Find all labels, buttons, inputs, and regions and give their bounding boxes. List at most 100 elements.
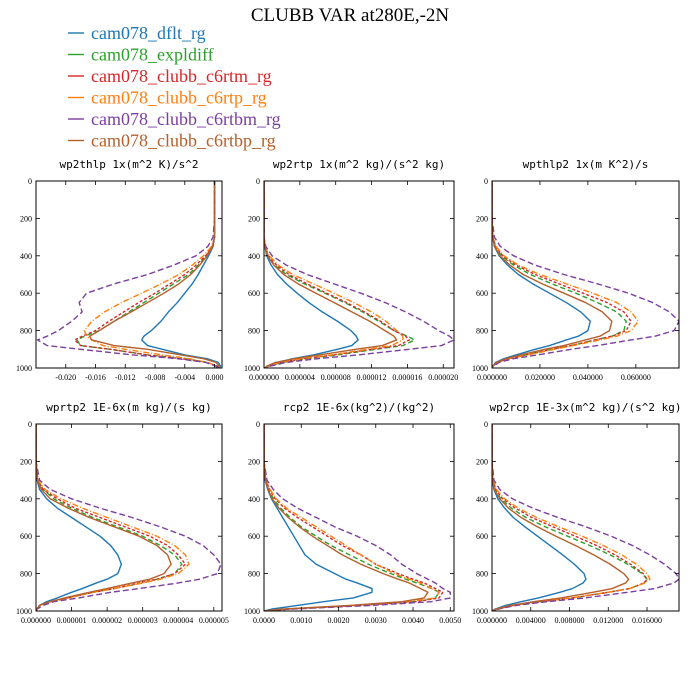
panel-3: wprtp2 1E-6x(m kg)/(s kg) 0 200 400 600 800 10…	[16, 401, 229, 625]
x-tick-label-1-1: 0.000004	[285, 373, 315, 382]
series-line-0-4	[36, 181, 218, 368]
x-tick-label-5-2: 0.008000	[555, 616, 585, 625]
y-tick-label-3-1: 200	[20, 457, 32, 466]
x-tick-label-0-2: -0.012	[115, 373, 136, 382]
y-tick-label-1-2: 400	[248, 252, 260, 261]
series-line-4-4	[264, 424, 451, 611]
y-tick-label-0-5: 1000	[16, 364, 32, 373]
series-group-3	[36, 424, 222, 611]
series-line-2-3	[492, 181, 639, 368]
x-tick-label-2-1: 0.020000	[525, 373, 555, 382]
y-tick-label-0-2: 400	[20, 252, 32, 261]
panel-frame-0	[35, 180, 223, 369]
panels: wp2thlp 1x(m^2 K)/s^2 0 200 400 600 800 1000 -0…	[16, 158, 682, 625]
x-tick-label-3-1: 0.000001	[57, 616, 87, 625]
panel-frame-2	[491, 180, 680, 369]
x-tick-label-4-4: 0.0040	[402, 616, 424, 625]
x-tick-label-1-5: 0.000020	[428, 373, 458, 382]
y-tick-label-2-3: 600	[476, 289, 488, 298]
figure-title: CLUBB VAR at280E,-2N	[251, 5, 450, 26]
y-tick-label-4-5: 1000	[244, 607, 260, 616]
y-tick-label-2-4: 800	[476, 327, 488, 336]
series-line-4-3	[264, 424, 440, 611]
legend-label-4: cam078_clubb_c6rtbm_rg	[91, 109, 281, 129]
y-tick-label-2-1: 200	[476, 214, 488, 223]
y-tick-label-0-4: 800	[20, 327, 32, 336]
panel-title-1: wp2rtp 1x(m^2 kg)/(s^2 kg)	[273, 158, 445, 171]
x-tick-label-4-5: 0.0050	[439, 616, 461, 625]
series-line-0-5	[88, 181, 220, 368]
x-tick-label-4-1: 0.0010	[290, 616, 312, 625]
y-tick-label-4-4: 800	[248, 570, 260, 579]
panel-0: wp2thlp 1x(m^2 K)/s^2 0 200 400 600 800 1000 -0…	[16, 158, 224, 382]
legend-label-3: cam078_clubb_c6rtp_rg	[91, 88, 267, 108]
x-tick-label-2-2: 0.040000	[573, 373, 603, 382]
legend: cam078_dflt_rgcam078_expldiffcam078_club…	[68, 23, 281, 151]
x-tick-label-0-3: -0.008	[145, 373, 166, 382]
y-tick-label-4-3: 600	[248, 532, 260, 541]
series-line-0-3	[83, 181, 219, 368]
x-tick-label-2-3: 0.060000	[621, 373, 651, 382]
legend-label-5: cam078_clubb_c6rtbp_rg	[91, 131, 276, 151]
x-tick-label-5-3: 0.012000	[593, 616, 623, 625]
legend-label-0: cam078_dflt_rg	[91, 23, 206, 43]
series-line-1-4	[264, 181, 454, 368]
y-tick-label-5-4: 800	[476, 570, 488, 579]
y-tick-label-3-2: 400	[20, 495, 32, 504]
y-tick-label-1-3: 600	[248, 289, 260, 298]
x-tick-label-3-5: 0.000005	[199, 616, 229, 625]
y-tick-label-3-3: 600	[20, 532, 32, 541]
panel-title-5: wp2rcp 1E-3x(m^2 kg)/(s^2 kg)	[489, 401, 681, 414]
y-tick-label-4-2: 400	[248, 495, 260, 504]
y-tick-label-5-2: 400	[476, 495, 488, 504]
series-line-1-1	[264, 181, 416, 368]
y-tick-label-5-5: 1000	[472, 607, 488, 616]
x-tick-label-1-4: 0.000016	[392, 373, 422, 382]
series-line-3-5	[36, 424, 172, 611]
series-line-1-3	[264, 181, 404, 368]
x-tick-label-5-4: 0.016000	[632, 616, 662, 625]
series-line-1-5	[264, 181, 398, 368]
y-tick-label-2-0: 0	[484, 177, 488, 186]
series-line-3-0	[36, 424, 123, 611]
series-line-2-2	[492, 181, 632, 368]
series-line-3-4	[36, 424, 222, 611]
legend-label-2: cam078_clubb_c6rtm_rg	[91, 66, 272, 86]
y-tick-label-0-0: 0	[28, 177, 32, 186]
y-tick-label-5-3: 600	[476, 532, 488, 541]
x-tick-label-0-1: -0.016	[85, 373, 106, 382]
y-tick-label-1-0: 0	[256, 177, 260, 186]
y-tick-label-5-0: 0	[484, 420, 488, 429]
series-line-5-2	[492, 424, 648, 611]
y-tick-label-4-1: 200	[248, 457, 260, 466]
y-tick-label-2-2: 400	[476, 252, 488, 261]
series-group-4	[264, 424, 451, 611]
series-group-2	[492, 181, 679, 368]
panel-2: wpthlp2 1x(m K^2)/s 0 200 400 600 800 10000.00…	[472, 158, 680, 382]
x-tick-label-4-2: 0.0020	[328, 616, 350, 625]
panel-frame-4	[263, 423, 455, 612]
x-tick-label-1-2: 0.000008	[321, 373, 351, 382]
series-line-5-5	[492, 424, 630, 611]
panel-4: rcp2 1E-6x(kg^2)/(kg^2) 0 200 400 600 800 1000…	[244, 401, 461, 625]
panel-title-4: rcp2 1E-6x(kg^2)/(kg^2)	[283, 401, 435, 414]
x-tick-label-1-3: 0.000012	[357, 373, 387, 382]
x-tick-label-0-0: -0.020	[55, 373, 76, 382]
series-line-5-4	[492, 424, 679, 611]
x-tick-label-4-0: 0.0000	[253, 616, 275, 625]
panel-frame-3	[35, 423, 223, 612]
x-tick-label-3-2: 0.000002	[92, 616, 122, 625]
series-line-2-5	[492, 181, 613, 368]
panel-title-3: wprtp2 1E-6x(m kg)/(s kg)	[46, 401, 212, 414]
y-tick-label-0-1: 200	[20, 214, 32, 223]
series-group-0	[36, 181, 222, 368]
x-tick-label-2-0: 0.000000	[477, 373, 507, 382]
series-line-5-3	[492, 424, 651, 611]
series-line-5-1	[492, 424, 648, 611]
panel-5: wp2rcp 1E-3x(m^2 kg)/(s^2 kg)0 200 400 600 8…	[472, 401, 682, 625]
x-tick-label-3-4: 0.000004	[163, 616, 193, 625]
y-tick-label-3-0: 0	[28, 420, 32, 429]
series-line-4-5	[264, 424, 429, 611]
series-line-2-4	[492, 181, 679, 368]
